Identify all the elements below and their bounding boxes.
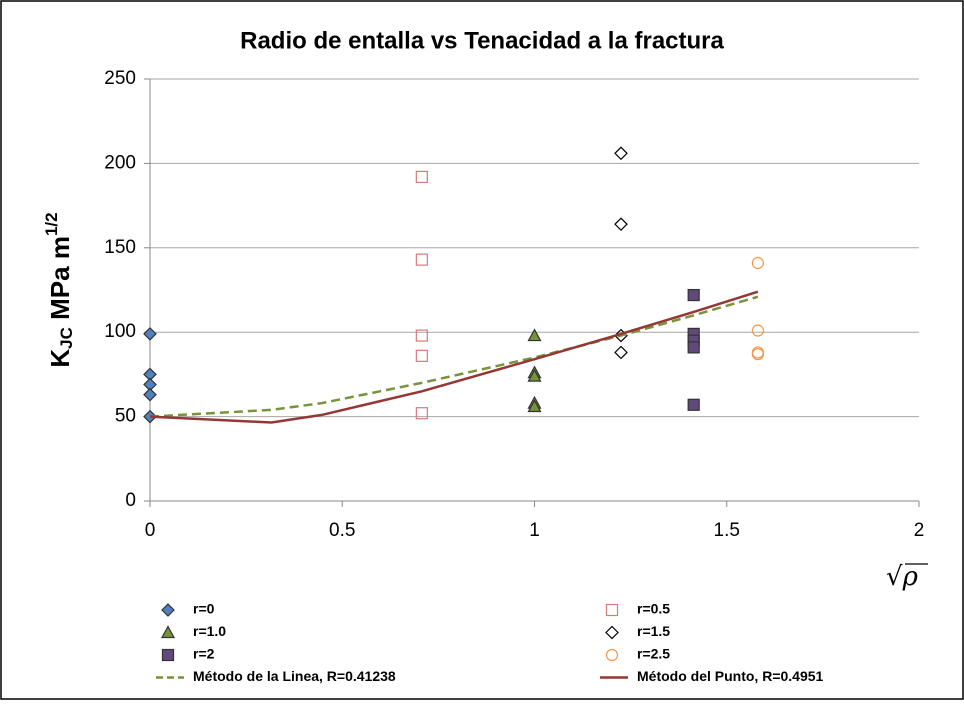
point <box>143 387 157 402</box>
point <box>527 399 542 413</box>
legend-label: r=1.5 <box>637 623 670 639</box>
legend-label: r=1.0 <box>193 623 226 639</box>
point <box>614 345 628 360</box>
point <box>415 407 428 420</box>
point <box>415 329 428 342</box>
point <box>687 398 700 411</box>
x-tick-label: 0 <box>145 520 156 541</box>
y-label-sup: 1/2 <box>42 212 61 236</box>
point <box>143 327 157 341</box>
legend-marker <box>161 648 175 662</box>
y-tick-label: 50 <box>115 406 136 427</box>
y-tick-label: 150 <box>104 237 136 258</box>
x-axis-label: √ρ <box>886 562 919 592</box>
x-tick-label: 0.5 <box>329 520 355 541</box>
y-label-main: K <box>45 349 75 368</box>
legend-marker <box>160 625 176 639</box>
legend-marker <box>161 603 175 617</box>
legend-label: r=2.5 <box>637 646 670 662</box>
y-label-unit: MPa m <box>45 236 75 327</box>
y-label-sub: JC <box>57 327 76 349</box>
legend-marker <box>605 648 619 662</box>
point <box>614 217 628 232</box>
y-tick-label: 0 <box>125 490 136 511</box>
legend-marker <box>605 625 619 640</box>
point <box>687 288 700 302</box>
fit-line <box>149 290 759 424</box>
legend-label: r=0.5 <box>637 601 670 617</box>
chart-title: Radio de entalla vs Tenacidad a la fract… <box>240 27 724 54</box>
point <box>614 146 628 161</box>
point <box>415 349 428 362</box>
point <box>415 253 428 266</box>
point <box>751 348 764 361</box>
point <box>751 256 764 270</box>
point <box>751 324 764 337</box>
x-tick-label: 2 <box>914 520 925 541</box>
legend-label: r=0 <box>193 601 215 617</box>
point <box>527 328 542 342</box>
legend-marker <box>605 603 619 617</box>
legend-label: Método del Punto, R=0.4951 <box>637 668 824 684</box>
x-tick-label: 1.5 <box>714 520 740 541</box>
point <box>527 368 542 382</box>
y-axis-label: KJC MPa m1/2 <box>42 212 76 367</box>
point <box>687 341 700 354</box>
y-tick-label: 100 <box>104 321 136 342</box>
x-tick-label: 1 <box>529 520 540 541</box>
y-tick-label: 250 <box>104 68 136 89</box>
fit-line <box>149 295 759 418</box>
legend-label: r=2 <box>193 646 215 662</box>
point <box>415 170 428 184</box>
legend-label: Método de la Linea, R=0.41238 <box>193 668 396 684</box>
y-tick-label: 200 <box>104 152 136 173</box>
